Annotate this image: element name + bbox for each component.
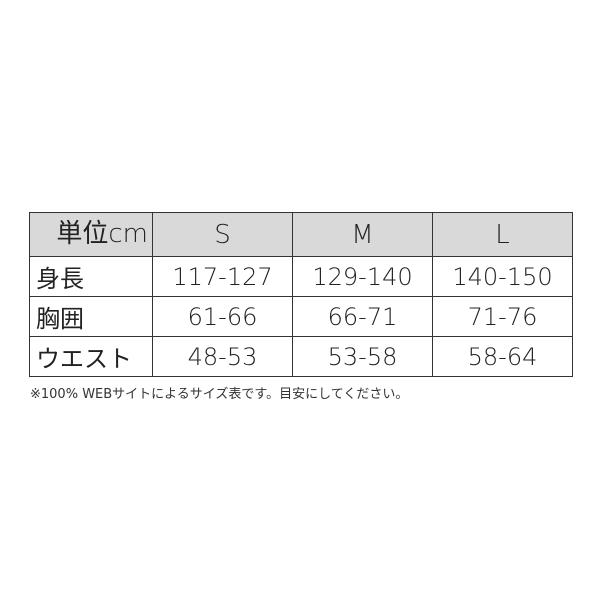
cell: 71-76 — [432, 296, 573, 337]
cell: 58-64 — [432, 336, 573, 377]
table-row: 胸囲 61-66 66-71 71-76 — [29, 296, 573, 337]
cell: 140-150 — [432, 256, 573, 297]
cell: 48-53 — [152, 336, 293, 377]
cell: 61-66 — [152, 296, 293, 337]
row-label: ウエスト — [29, 336, 153, 377]
row-label: 身長 — [29, 256, 153, 297]
cell: 117-127 — [152, 256, 293, 297]
cell: 129-140 — [292, 256, 433, 297]
header-row: 単位cm S M L — [29, 212, 573, 257]
table-row: ウエスト 48-53 53-58 58-64 — [29, 336, 573, 377]
row-label: 胸囲 — [29, 296, 153, 337]
size-l-header: L — [432, 212, 573, 257]
size-s-header: S — [152, 212, 293, 257]
size-m-header: M — [292, 212, 433, 257]
footnote: ※100% WEBサイトによるサイズ表です。目安にしてください。 — [30, 387, 409, 402]
cell: 53-58 — [292, 336, 433, 377]
cell: 66-71 — [292, 296, 433, 337]
table-row: 身長 117-127 129-140 140-150 — [29, 256, 573, 297]
unit-label: 単位cm — [29, 212, 153, 257]
size-table: 単位cm S M L 身長 117-127 129-140 140-150 胸囲… — [29, 212, 573, 377]
